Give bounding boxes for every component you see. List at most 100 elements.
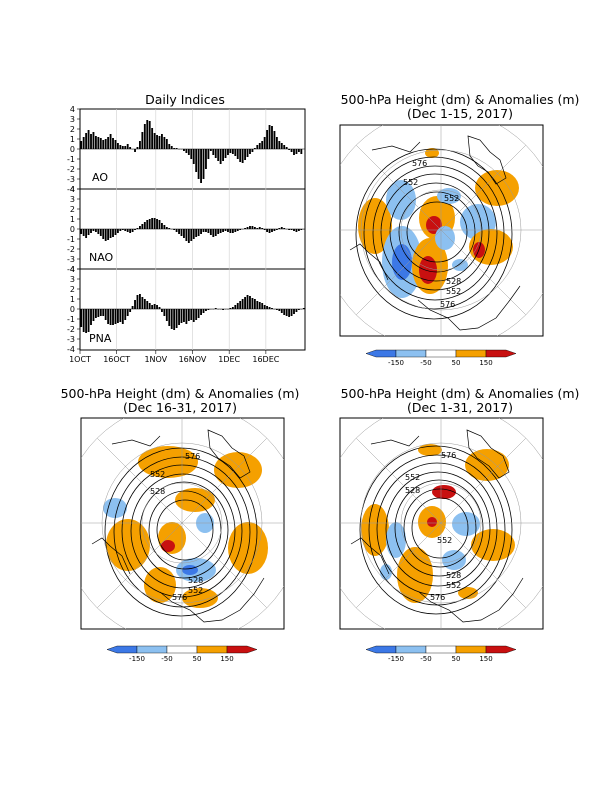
bar (121, 146, 124, 149)
bar (92, 229, 95, 231)
bar (192, 309, 195, 322)
map2-label-5: 576 (172, 593, 187, 602)
bar (234, 229, 237, 232)
bar (253, 227, 256, 229)
bar (148, 219, 151, 229)
ao-label: AO (92, 171, 108, 184)
bar (92, 309, 95, 321)
bar (151, 128, 154, 149)
bar (285, 309, 288, 316)
map2-graticule (81, 418, 284, 629)
bar (195, 229, 198, 237)
map3-label-4: 528 (446, 571, 461, 580)
colorbar-segment (455, 645, 487, 654)
bar (214, 308, 217, 309)
bar (266, 306, 269, 309)
bar (273, 131, 276, 149)
bar (158, 307, 161, 309)
map3-label-3: 552 (437, 536, 452, 545)
bar (94, 136, 97, 149)
bar (217, 149, 220, 161)
bar (82, 137, 85, 149)
colorbar-segment (106, 645, 138, 654)
bar (97, 309, 100, 317)
bar (97, 137, 100, 149)
bar (231, 149, 234, 154)
bar (231, 307, 234, 309)
bar (175, 148, 178, 149)
bar (205, 149, 207, 169)
map1-title: 500-hPa Height (dm) & Anomalies (m) (Dec… (310, 93, 610, 121)
bar (114, 309, 117, 324)
bar (85, 309, 88, 333)
bar (202, 149, 205, 179)
bar (195, 149, 198, 172)
bar (214, 149, 217, 158)
bar (285, 147, 288, 149)
bar (192, 149, 195, 164)
map1-graticule (340, 125, 543, 336)
bar (229, 308, 232, 309)
bar (234, 149, 237, 156)
bar (187, 309, 190, 321)
bar (178, 309, 180, 325)
bar (202, 309, 205, 313)
bar (283, 145, 286, 149)
bar (104, 309, 107, 320)
y-tick-label: 2 (70, 285, 75, 294)
bar (249, 149, 251, 154)
bar (229, 149, 232, 153)
bar (187, 149, 190, 155)
x-tick-label: 16OCT (103, 355, 130, 364)
bar (222, 229, 224, 232)
bar (99, 138, 102, 149)
bar (258, 227, 261, 229)
bar (116, 229, 119, 233)
y-tick-label: -2 (67, 245, 75, 254)
bar (112, 229, 114, 237)
bar (183, 149, 185, 151)
bar (85, 229, 88, 238)
bar (222, 309, 224, 310)
bar (104, 229, 107, 241)
bar (207, 309, 210, 310)
bar (170, 309, 173, 329)
map3-title-line2: (Dec 1-31, 2017) (406, 400, 514, 415)
bar (268, 307, 271, 309)
bar (112, 309, 114, 325)
map1-anomalies (358, 148, 519, 298)
bar (99, 229, 102, 236)
colorbar-segment (365, 349, 397, 358)
colorbar-segment (485, 349, 517, 358)
bar (219, 149, 222, 164)
bar (139, 294, 141, 309)
map3-label-5: 552 (446, 581, 461, 590)
bar (263, 137, 266, 149)
bar (139, 226, 141, 229)
bar (131, 229, 134, 232)
bar (202, 229, 205, 232)
bar (143, 124, 146, 149)
bar (224, 149, 227, 158)
bar (261, 228, 264, 229)
bar (183, 229, 185, 238)
bar (131, 306, 134, 309)
bar (146, 120, 149, 149)
bar (151, 218, 154, 229)
bar (102, 140, 105, 149)
colorbar-segment (425, 645, 457, 654)
bar (82, 229, 85, 236)
bar (107, 137, 110, 149)
y-tick-label: 1 (70, 135, 75, 144)
bar (271, 229, 273, 232)
bar (87, 309, 90, 332)
bar (244, 228, 247, 229)
y-tick-label: -1 (67, 235, 75, 244)
bar (116, 309, 119, 323)
bar (268, 125, 271, 149)
bar (94, 309, 97, 318)
bar (151, 305, 154, 309)
colorbar-label: -150 (388, 359, 404, 367)
bar (227, 229, 229, 232)
colorbar-label: -50 (420, 359, 431, 367)
